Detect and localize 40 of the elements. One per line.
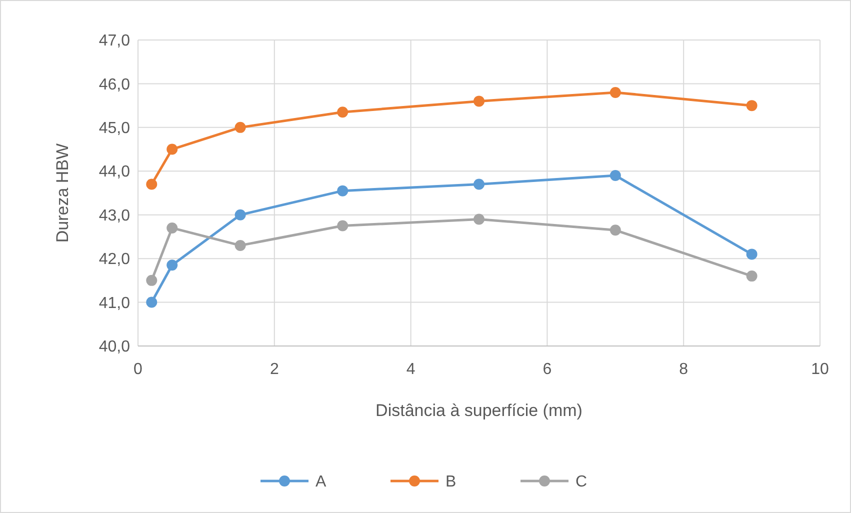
point — [337, 185, 348, 196]
point — [337, 106, 348, 118]
point — [234, 240, 246, 251]
y-tick-label: 43,0 — [98, 207, 130, 224]
legend-label: A — [316, 474, 326, 491]
point — [234, 122, 246, 133]
point — [146, 274, 158, 286]
x-tick-label: 0 — [134, 361, 143, 378]
point — [474, 214, 484, 225]
point — [474, 178, 484, 190]
point — [146, 296, 158, 308]
y-tick-label: 47,0 — [98, 32, 130, 50]
y-tick-label: 41,0 — [98, 294, 130, 312]
x-tick-label: 6 — [542, 361, 552, 378]
y-tick-label: 45,0 — [98, 120, 130, 138]
point — [610, 86, 621, 98]
y-tick-label: 42,0 — [98, 251, 130, 268]
y-axis-title: Dureza HBW — [53, 143, 72, 243]
point — [337, 220, 348, 232]
x-tick-label: 2 — [270, 361, 279, 378]
legend-label: B — [446, 474, 456, 491]
point — [166, 222, 178, 234]
point — [234, 209, 246, 220]
point — [610, 224, 621, 236]
y-tick-label: 40,0 — [98, 338, 130, 356]
legend-label: C — [576, 474, 588, 491]
point — [474, 96, 484, 107]
x-tick-label: 10 — [811, 361, 829, 378]
point — [166, 260, 178, 271]
point — [166, 144, 178, 155]
point — [746, 100, 758, 112]
point — [746, 248, 758, 260]
point — [610, 170, 621, 182]
x-axis-title: Distância à superfície (mm) — [376, 401, 582, 420]
point — [746, 270, 758, 282]
y-tick-label: 46,0 — [98, 76, 130, 94]
y-tick-label: 44,0 — [98, 164, 130, 181]
point — [146, 178, 158, 190]
x-tick-label: 8 — [679, 361, 688, 378]
x-tick-label: 4 — [406, 361, 416, 378]
